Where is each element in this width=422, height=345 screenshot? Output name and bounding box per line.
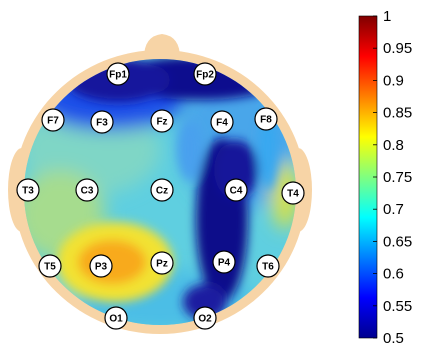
colorbar-tick-label: 0.85 (383, 105, 412, 122)
electrode-label: Pz (156, 259, 168, 270)
electrode-circle (38, 254, 62, 278)
electrode-f3: F3 (90, 110, 114, 134)
electrode-circle (210, 110, 234, 134)
electrode-fz: Fz (150, 109, 174, 133)
electrode-label: O1 (109, 314, 123, 325)
electrode-circle (256, 254, 280, 278)
electrode-p4: P4 (212, 250, 236, 274)
electrode-label: P4 (218, 258, 231, 269)
electrode-label: T6 (262, 262, 274, 273)
colorbar-tick-label: 0.8 (383, 137, 404, 154)
electrode-o1: O1 (104, 306, 128, 330)
colorbar-ticks: 1 0.95 0.9 0.85 0.8 0.75 0.7 0.65 0.6 0.55 0.5 (373, 8, 412, 345)
electrode-circle (281, 181, 305, 205)
colorbar-tick-label: 0.7 (383, 201, 404, 218)
electrode-circle (193, 62, 217, 86)
colorbar-tick-label: 0.55 (383, 298, 412, 315)
electrode-label: Cz (156, 186, 168, 197)
electrode-circle (41, 108, 65, 132)
electrode-circle (150, 109, 174, 133)
electrode-label: T4 (287, 189, 299, 200)
electrode-t6: T6 (256, 254, 280, 278)
colorbar-tick-label: 0.95 (383, 40, 412, 57)
electrode-circle (254, 107, 278, 131)
colorbar-tick-label: 0.9 (383, 72, 404, 89)
electrode-t4: T4 (281, 181, 305, 205)
colorbar-tick-label: 1 (383, 8, 391, 25)
electrode-circle (90, 110, 114, 134)
electrode-fp1: Fp1 (106, 62, 130, 86)
electrode-circle (193, 306, 217, 330)
electrode-label: F4 (216, 118, 228, 129)
colorbar-tick-label: 0.75 (383, 169, 412, 186)
electrode-label: C4 (230, 186, 243, 197)
electrode-c4: C4 (224, 178, 248, 202)
electrode-circle (212, 250, 236, 274)
electrode-label: T5 (44, 262, 56, 273)
electrode-o2: O2 (193, 306, 217, 330)
electrode-f7: F7 (41, 108, 65, 132)
electrode-t5: T5 (38, 254, 62, 278)
electrode-label: C3 (81, 186, 94, 197)
electrode-circle (75, 178, 99, 202)
electrode-label: F7 (47, 116, 59, 127)
electrode-label: T3 (22, 186, 34, 197)
electrode-fp2: Fp2 (193, 62, 217, 86)
electrode-cz: Cz (150, 178, 174, 202)
electrode-circle (16, 178, 40, 202)
electrode-circle (104, 306, 128, 330)
electrode-t3: T3 (16, 178, 40, 202)
electrode-c3: C3 (75, 178, 99, 202)
colorbar: 1 0.95 0.9 0.85 0.8 0.75 0.7 0.65 0.6 0.55 0.5 (358, 8, 412, 345)
electrode-f4: F4 (210, 110, 234, 134)
colorbar-tick-label: 0.65 (383, 233, 412, 250)
electrode-label: F8 (260, 115, 272, 126)
electrode-label: Fp1 (109, 70, 127, 81)
electrode-markers: Fp1 Fp2 F7 F3 Fz F4 F8 T3 C3 Cz C4 T4 T5 P3 Pz P4 T6 O1 O2 (16, 62, 305, 330)
electrode-label: P3 (95, 262, 108, 273)
electrode-pz: Pz (150, 251, 174, 275)
electrode-circle (89, 254, 113, 278)
electrode-circle (224, 178, 248, 202)
electrode-label: O2 (198, 314, 212, 325)
electrode-p3: P3 (89, 254, 113, 278)
electrode-f8: F8 (254, 107, 278, 131)
electrode-circle (150, 251, 174, 275)
electrode-label: Fz (156, 117, 167, 128)
electrode-label: F3 (96, 118, 108, 129)
electrode-label: Fp2 (196, 70, 214, 81)
colorbar-tick-label: 0.5 (383, 330, 404, 345)
electrode-circle (106, 62, 130, 86)
colorbar-tick-label: 0.6 (383, 266, 404, 283)
electrode-circle (150, 178, 174, 202)
